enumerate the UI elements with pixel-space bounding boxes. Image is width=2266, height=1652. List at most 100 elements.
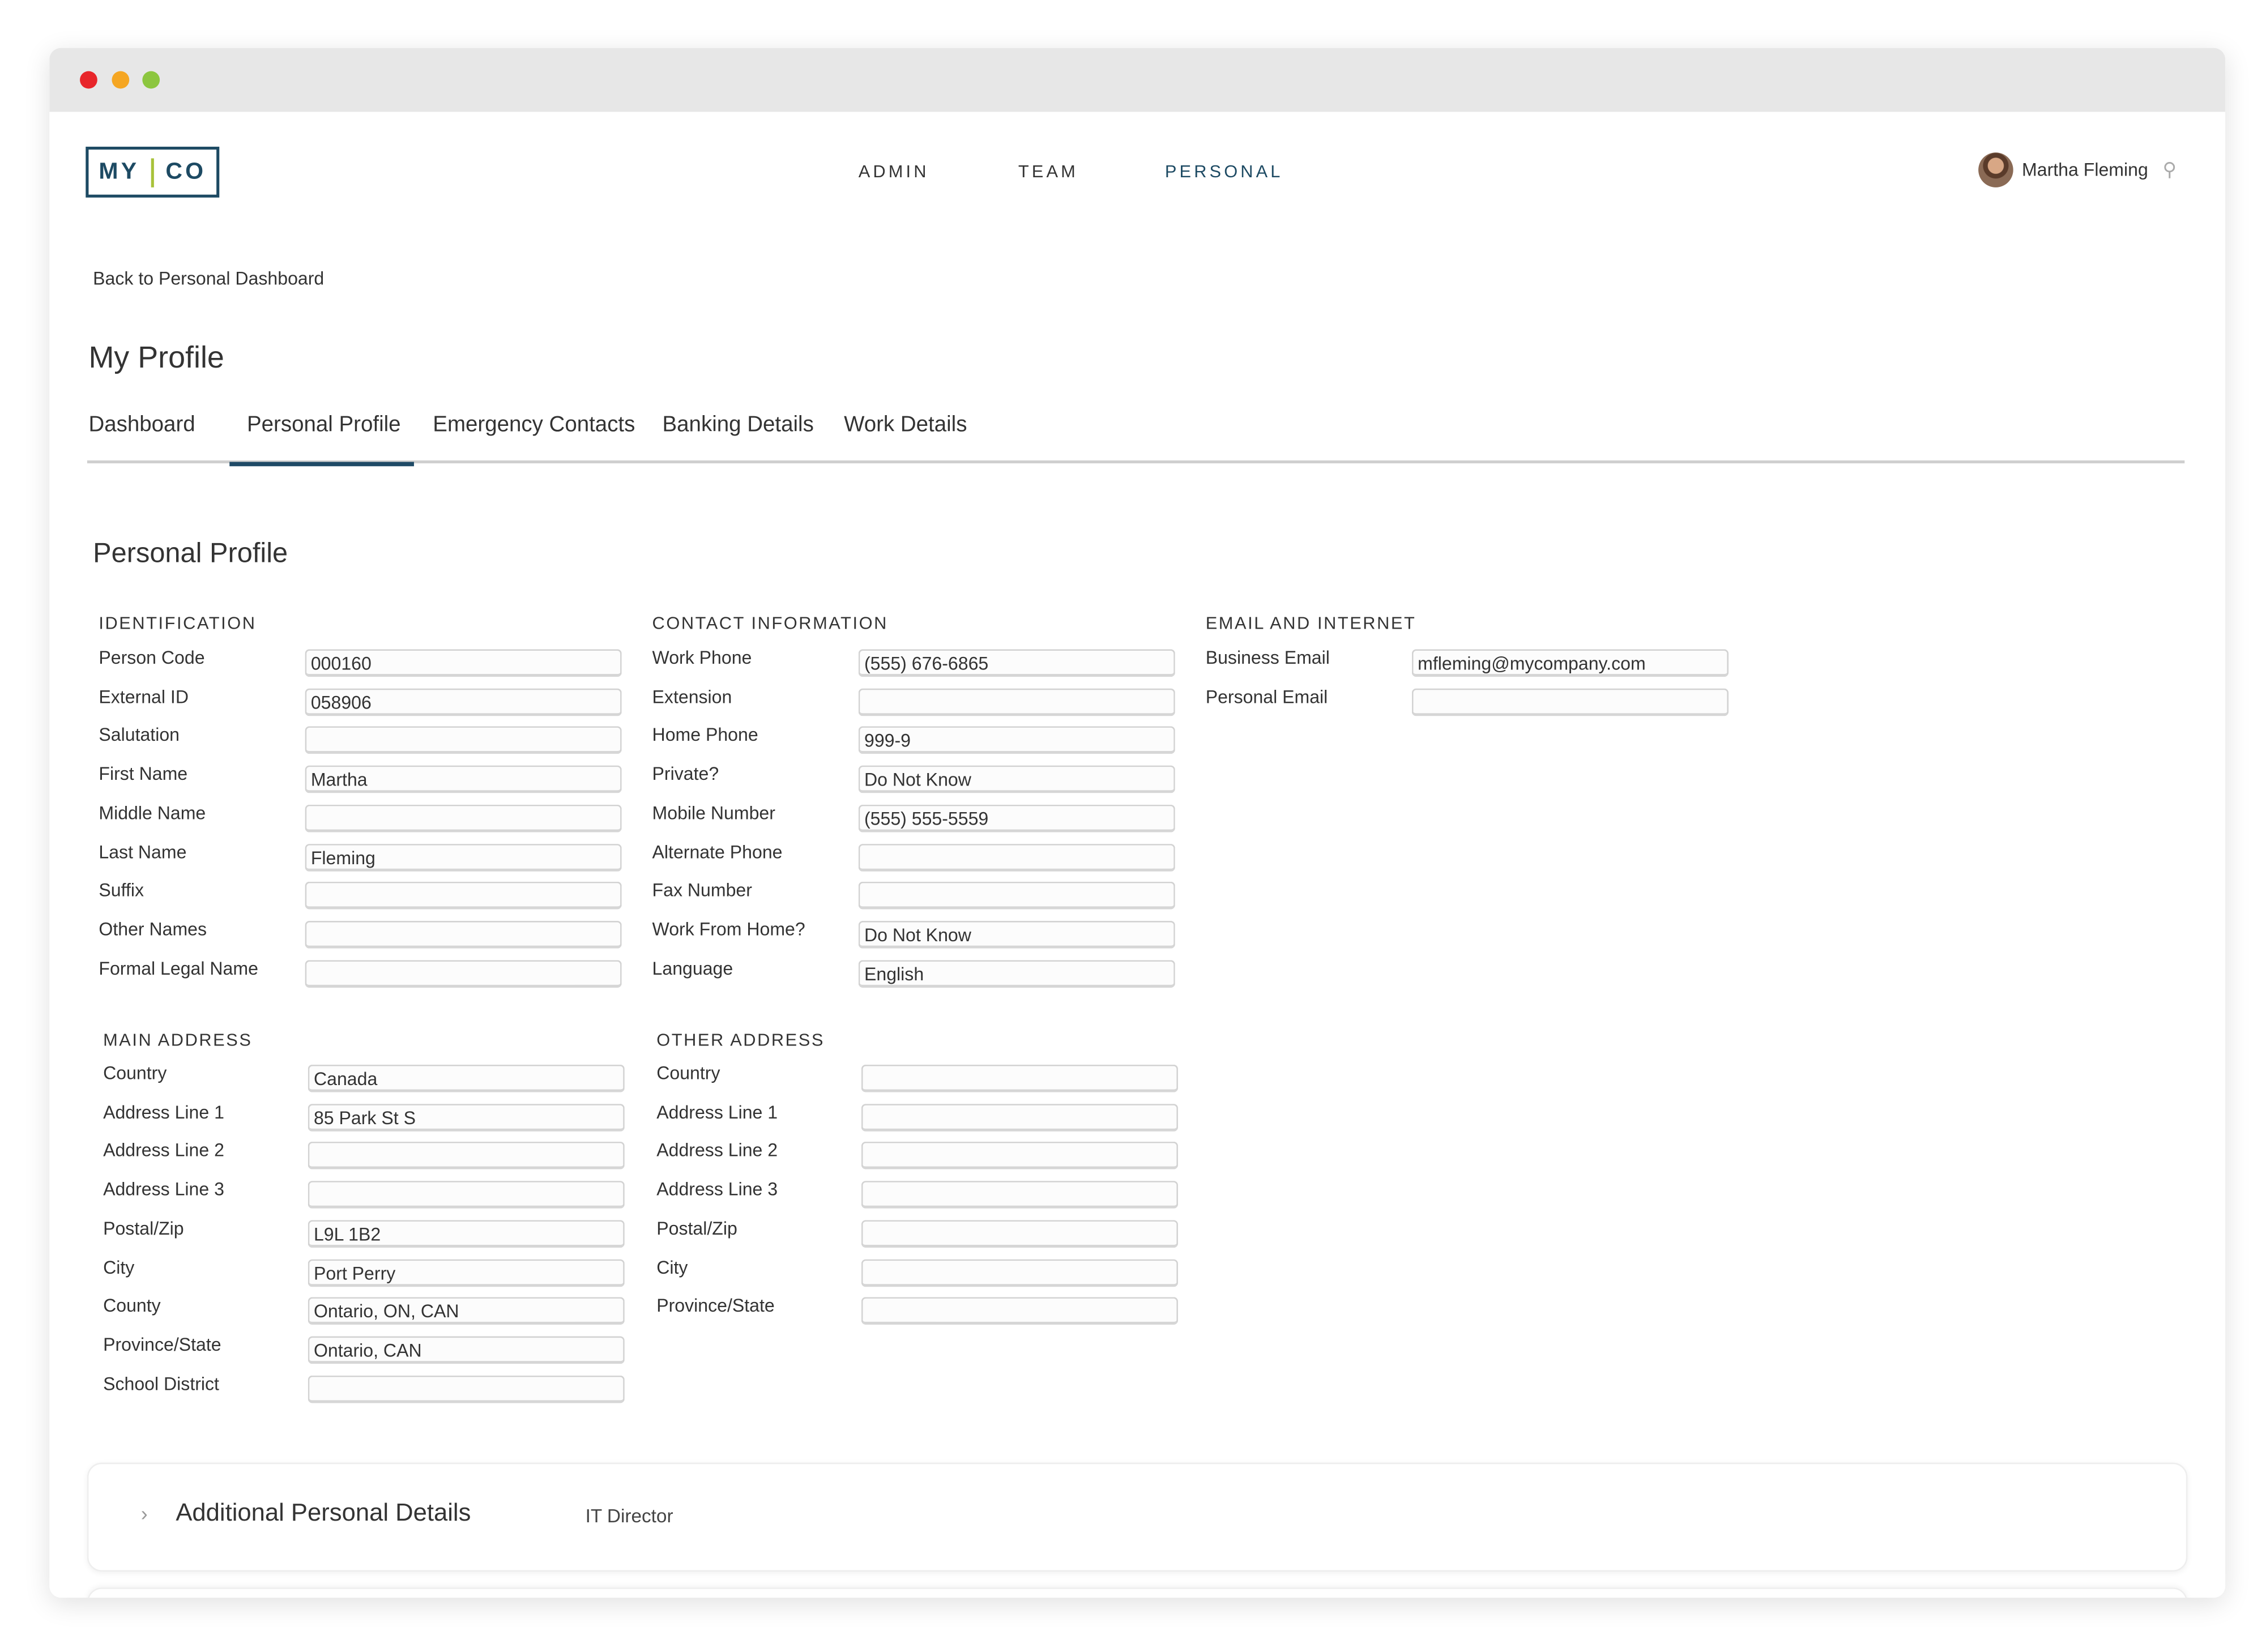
title-bar	[49, 48, 2226, 112]
field-input[interactable]: Martha	[305, 765, 622, 793]
field-label: Personal Email	[1205, 686, 1328, 707]
field-input[interactable]: (555) 555-5559	[858, 804, 1175, 833]
field-input[interactable]	[305, 727, 622, 755]
group-heading: EMAIL AND INTERNET	[1205, 613, 1416, 634]
field-input[interactable]	[858, 882, 1175, 910]
group-heading: OTHER ADDRESS	[656, 1030, 825, 1051]
field-input[interactable]: Fleming	[305, 843, 622, 871]
field-label: Language	[652, 958, 733, 979]
tab-work-details[interactable]: Work Details	[844, 412, 967, 437]
field-label: Address Line 2	[656, 1141, 778, 1162]
field-value: mfleming@mycompany.com	[1418, 654, 1646, 675]
field-input[interactable]: 000160	[305, 649, 622, 677]
group-heading: CONTACT INFORMATION	[652, 613, 888, 634]
field-input[interactable]	[308, 1142, 625, 1170]
close-window-button[interactable]	[80, 71, 97, 89]
field-input[interactable]	[305, 804, 622, 833]
tab-emergency-contacts[interactable]: Emergency Contacts	[433, 412, 635, 437]
field-input[interactable]: Ontario, ON, CAN	[308, 1297, 625, 1325]
field-input[interactable]	[861, 1064, 1178, 1092]
field-input[interactable]: mfleming@mycompany.com	[1411, 649, 1729, 677]
field-label: City	[656, 1257, 688, 1278]
chevron-right-icon[interactable]: ›	[140, 1501, 148, 1525]
field-label: Address Line 3	[103, 1179, 224, 1200]
browser-window: MY CO ADMIN TEAM PERSONAL Martha Fleming …	[49, 48, 2226, 1598]
next-panel	[87, 1587, 2188, 1598]
field-label: Middle Name	[99, 802, 206, 823]
field-value: Do Not Know	[864, 925, 971, 946]
field-label: External ID	[99, 686, 189, 707]
field-input[interactable]: (555) 676-6865	[858, 649, 1175, 677]
field-input[interactable]: Port Perry	[308, 1258, 625, 1287]
field-label: First Name	[99, 764, 188, 785]
field-label: Address Line 3	[656, 1179, 778, 1200]
field-label: Last Name	[99, 842, 187, 863]
user-menu[interactable]: Martha Fleming ⚲	[1978, 152, 2177, 187]
field-label: School District	[103, 1373, 219, 1394]
logo[interactable]: MY CO	[86, 147, 220, 198]
tab-personal-profile[interactable]: Personal Profile	[246, 412, 401, 437]
tabs-divider	[87, 460, 2185, 464]
field-input[interactable]: Do Not Know	[858, 765, 1175, 793]
panel-title: Additional Personal Details	[176, 1499, 471, 1527]
map-pin-icon[interactable]: ⚲	[2162, 158, 2177, 181]
field-input[interactable]	[858, 688, 1175, 716]
field-label: City	[103, 1257, 135, 1278]
field-label: Work From Home?	[652, 919, 805, 940]
field-input[interactable]	[861, 1181, 1178, 1209]
nav-admin[interactable]: ADMIN	[858, 161, 929, 182]
field-value: English	[864, 963, 924, 984]
nav-team[interactable]: TEAM	[1018, 161, 1078, 182]
maximize-window-button[interactable]	[142, 71, 160, 89]
page-content: MY CO ADMIN TEAM PERSONAL Martha Fleming …	[49, 112, 2225, 1598]
field-label: Country	[103, 1063, 167, 1084]
field-input[interactable]: Do Not Know	[858, 920, 1175, 949]
logo-text-left: MY	[99, 159, 140, 184]
field-input[interactable]	[308, 1181, 625, 1209]
field-label: Alternate Phone	[652, 842, 783, 863]
field-value: 85 Park St S	[313, 1108, 416, 1128]
additional-personal-details-panel[interactable]: › Additional Personal Details IT Directo…	[87, 1462, 2188, 1572]
field-input[interactable]: Canada	[308, 1064, 625, 1092]
field-value: Martha	[310, 770, 368, 791]
field-label: Salutation	[99, 725, 180, 746]
field-value: Fleming	[310, 847, 375, 868]
field-input[interactable]: English	[858, 959, 1175, 987]
active-tab-indicator	[229, 462, 414, 467]
minimize-window-button[interactable]	[112, 71, 130, 89]
logo-divider	[151, 157, 154, 187]
field-input[interactable]: Ontario, CAN	[308, 1336, 625, 1364]
field-input[interactable]	[305, 882, 622, 910]
field-input[interactable]	[305, 920, 622, 949]
field-value: L9L 1B2	[313, 1224, 381, 1245]
field-input[interactable]	[861, 1258, 1178, 1287]
field-label: Person Code	[99, 647, 205, 668]
field-label: Address Line 2	[103, 1141, 224, 1162]
tab-dashboard[interactable]: Dashboard	[88, 412, 195, 437]
field-label: Suffix	[99, 880, 144, 901]
tab-banking-details[interactable]: Banking Details	[662, 412, 814, 437]
field-label: Mobile Number	[652, 802, 775, 823]
field-input[interactable]	[861, 1103, 1178, 1132]
nav-personal[interactable]: PERSONAL	[1164, 161, 1283, 182]
field-input[interactable]: 058906	[305, 688, 622, 716]
field-input[interactable]	[1411, 688, 1729, 716]
field-input[interactable]	[305, 959, 622, 987]
user-name: Martha Fleming	[2022, 160, 2148, 181]
field-input[interactable]: 85 Park St S	[308, 1103, 625, 1132]
field-input[interactable]	[861, 1297, 1178, 1325]
field-input[interactable]: 999-9	[858, 727, 1175, 755]
field-input[interactable]	[308, 1374, 625, 1403]
field-label: Address Line 1	[103, 1102, 224, 1122]
field-label: Home Phone	[652, 725, 758, 746]
field-input[interactable]	[858, 843, 1175, 871]
group-heading: IDENTIFICATION	[99, 613, 257, 634]
field-label: Province/State	[656, 1296, 775, 1317]
field-label: Business Email	[1205, 647, 1330, 668]
field-input[interactable]	[861, 1142, 1178, 1170]
field-label: Postal/Zip	[103, 1218, 184, 1239]
page-title: My Profile	[88, 341, 224, 375]
back-to-dashboard-link[interactable]: Back to Personal Dashboard	[93, 268, 325, 289]
field-input[interactable]	[861, 1219, 1178, 1248]
field-input[interactable]: L9L 1B2	[308, 1219, 625, 1248]
